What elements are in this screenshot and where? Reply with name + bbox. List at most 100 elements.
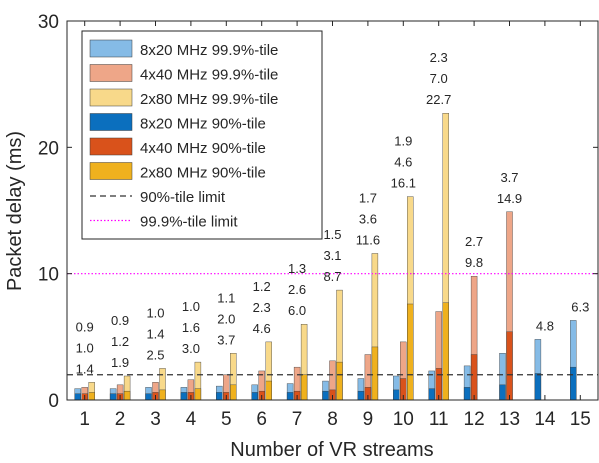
data-label: 16.1 [391, 176, 416, 191]
legend-label: 2x80 MHz 99.9%-tile [140, 91, 278, 108]
legend-swatch [89, 137, 133, 156]
bar-8x20-mhz-90-tile-7 [286, 392, 294, 401]
bar-8x20-mhz-90-tile-8 [322, 390, 329, 401]
data-label: 4.6 [253, 321, 271, 336]
x-tick-label: 4 [186, 409, 197, 430]
data-label: 3.6 [359, 211, 377, 226]
data-label: 14.9 [497, 191, 522, 206]
data-label: 3.1 [323, 248, 341, 263]
data-label: 4.8 [536, 318, 554, 333]
bar-8x20-mhz-90-tile-5 [216, 392, 223, 401]
data-label: 2.3 [253, 300, 271, 315]
legend-swatch [89, 113, 133, 131]
data-label: 3.0 [182, 341, 200, 356]
x-tick-label: 8 [327, 409, 338, 430]
data-label: 1.9 [394, 134, 412, 149]
data-label: 1.2 [111, 334, 129, 349]
x-tick-label: 14 [534, 409, 556, 430]
x-tick-label: 7 [292, 409, 303, 430]
y-axis-label: Packet delay (ms) [4, 131, 26, 291]
data-label: 3.7 [500, 170, 518, 185]
data-label: 8.7 [323, 269, 341, 284]
bars-layer [74, 113, 577, 401]
bar-8x20-mhz-90-tile-6 [251, 392, 258, 401]
data-label: 6.3 [571, 299, 589, 314]
y-tick-label: 20 [38, 138, 59, 159]
bar-8x20-mhz-90-tile-4 [180, 392, 188, 401]
x-tick-label: 11 [429, 409, 449, 430]
legend-label: 90%-tile limit [140, 189, 226, 206]
legend-swatch [89, 162, 133, 180]
legend-swatch [89, 88, 133, 107]
x-tick-label: 15 [570, 409, 591, 430]
x-tick-label: 13 [499, 409, 520, 430]
x-tick-label: 9 [363, 409, 374, 430]
bar-2x80-mhz-90-tile-9 [371, 346, 379, 401]
legend-label: 4x40 MHz 99.9%-tile [140, 67, 278, 84]
legend-label: 8x20 MHz 99.9%-tile [140, 42, 278, 59]
bar-8x20-mhz-90-tile-9 [357, 390, 365, 401]
x-tick-label: 3 [150, 409, 161, 430]
legend-label: 4x40 MHz 90%-tile [140, 140, 266, 157]
data-label: 1.4 [146, 326, 164, 341]
data-label: 1.0 [146, 305, 164, 320]
data-labels: 0.9 1.0 1.4 0.9 1.2 1.9 1.0 1.4 2.5 1.0 1.6 3.0 1.1 2… [76, 50, 590, 376]
data-label: 1.7 [359, 190, 377, 205]
bar-2x80-mhz-90-tile-8 [336, 361, 343, 401]
data-label: 1.4 [76, 361, 94, 376]
bar-2x80-mhz-90-tile-10 [407, 303, 414, 401]
data-label: 2.7 [465, 234, 483, 249]
bar-2x80-mhz-90-tile-1 [88, 392, 95, 401]
data-label: 1.2 [253, 279, 271, 294]
data-label: 1.5 [323, 227, 341, 242]
bar-2x80-mhz-90-tile-4 [194, 388, 202, 401]
y-tick-label: 0 [48, 391, 59, 412]
bar-8x20-mhz-90-tile-3 [145, 393, 152, 401]
x-tick-label: 6 [256, 409, 267, 430]
x-tick-label: 5 [221, 409, 232, 430]
data-label: 4.6 [394, 155, 412, 170]
bar-8x20-mhz-90-tile-1 [74, 393, 81, 401]
legend-label: 2x80 MHz 90%-tile [140, 165, 266, 182]
x-tick-label: 1 [79, 409, 90, 430]
data-label: 7.0 [430, 71, 448, 86]
data-label: 2.6 [288, 282, 306, 297]
data-label: 0.9 [111, 313, 129, 328]
x-tick-label: 10 [393, 409, 414, 430]
data-label: 1.9 [111, 355, 129, 370]
data-label: 22.7 [426, 92, 451, 107]
bar-8x20-mhz-90-tile-15 [570, 366, 577, 401]
data-label: 6.0 [288, 303, 306, 318]
bar-2x80-mhz-90-tile-7 [300, 374, 308, 401]
bar-8x20-mhz-90-tile-2 [109, 393, 117, 401]
bar-4x40-mhz-90-tile-12 [470, 354, 478, 401]
bar-2x80-mhz-90-tile-6 [265, 380, 272, 401]
legend-label: 99.9%-tile limit [140, 214, 238, 231]
bar-2x80-mhz-90-tile-3 [159, 389, 166, 401]
y-tick-label: 10 [38, 265, 59, 286]
reference-lines [67, 273, 598, 376]
bar-2x80-mhz-90-tile-2 [123, 390, 131, 401]
data-label: 2.3 [430, 50, 448, 65]
legend-swatch [89, 39, 133, 58]
bar-2x80-mhz-90-tile-5 [230, 384, 237, 401]
data-label: 2.0 [217, 311, 235, 326]
data-label: 9.8 [465, 255, 483, 270]
x-tick-label: 2 [115, 409, 126, 430]
bar-8x20-mhz-90-tile-13 [499, 384, 506, 401]
data-label: 1.6 [182, 320, 200, 335]
x-tick-label: 12 [464, 409, 485, 430]
data-label: 11.6 [356, 232, 380, 247]
bar-8x20-mhz-90-tile-10 [393, 389, 400, 401]
x-axis-label: Number of VR streams [230, 439, 433, 461]
bar-8x20-mhz-90-tile-14 [534, 373, 542, 401]
data-label: 1.0 [76, 340, 94, 355]
legend-label: 8x20 MHz 90%-tile [140, 116, 266, 133]
data-label: 1.0 [182, 299, 200, 314]
data-label: 0.9 [76, 319, 94, 334]
data-label: 3.7 [217, 332, 235, 347]
data-label: 1.1 [217, 290, 235, 305]
legend: 8x20 MHz 99.9%-tile 4x40 MHz 99.9%-tile 2x… [81, 30, 323, 240]
data-label: 2.5 [146, 347, 164, 362]
